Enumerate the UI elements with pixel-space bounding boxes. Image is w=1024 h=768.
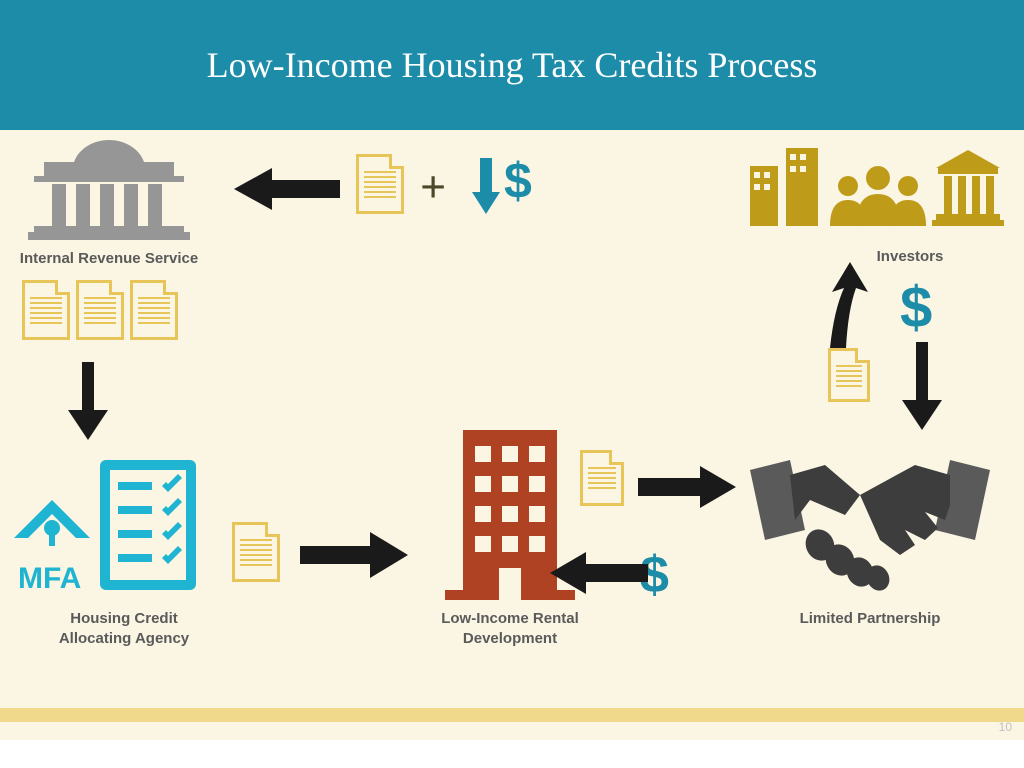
partnership-label: Limited Partnership xyxy=(740,609,1000,629)
irs-label: Internal Revenue Service xyxy=(14,249,204,269)
page-title: Low-Income Housing Tax Credits Process xyxy=(207,42,818,89)
down-arrow-small-icon xyxy=(472,158,500,216)
node-investors: Investors xyxy=(740,138,1010,267)
document-icon xyxy=(76,280,124,340)
document-icon xyxy=(232,522,280,582)
arrow-down-icon xyxy=(68,362,108,442)
partnership-document xyxy=(828,348,870,407)
dollar-icon: $ xyxy=(504,153,532,209)
arrow-down-icon xyxy=(902,342,942,432)
mfa-text: MFA xyxy=(18,562,81,595)
plus-icon: + xyxy=(420,161,446,212)
hca-label: Housing Credit Allocating Agency xyxy=(14,609,234,648)
hca-icon: MFA xyxy=(14,450,234,600)
arrow-right-icon xyxy=(638,464,738,510)
dev-label: Low-Income Rental Development xyxy=(420,609,600,648)
irs-documents-group xyxy=(22,280,178,345)
dollar-icon: $ xyxy=(900,275,932,340)
arrow-right-icon xyxy=(300,530,410,580)
page-number: 10 xyxy=(999,720,1012,734)
document-icon xyxy=(356,154,404,214)
arrow-left-icon xyxy=(548,550,648,596)
footer-bar xyxy=(0,708,1024,722)
node-development: Low-Income Rental Development xyxy=(420,430,600,648)
top-document xyxy=(356,154,404,219)
government-building-icon xyxy=(24,140,194,240)
dev-document xyxy=(580,450,624,511)
hca-document xyxy=(232,522,280,587)
document-icon xyxy=(130,280,178,340)
node-irs: Internal Revenue Service xyxy=(14,140,204,269)
handshake-icon xyxy=(750,440,990,600)
investors-label: Investors xyxy=(810,247,1010,267)
arrow-left-icon xyxy=(230,166,340,212)
document-icon xyxy=(580,450,624,506)
arrow-up-curved-icon xyxy=(820,260,880,350)
investors-icon xyxy=(740,138,1010,238)
header-banner: Low-Income Housing Tax Credits Process xyxy=(0,0,1024,130)
document-icon xyxy=(22,280,70,340)
node-hca: MFA Housing Credit Allocating Agency xyxy=(14,450,234,648)
top-dollar: $ xyxy=(504,152,532,210)
plus-symbol: + xyxy=(420,160,446,213)
dollar-from-investors: $ xyxy=(900,274,932,341)
document-icon xyxy=(828,348,870,402)
diagram-content: Internal Revenue Service MFA Housing Cre… xyxy=(0,130,1024,740)
node-partnership: Limited Partnership xyxy=(740,440,1000,629)
